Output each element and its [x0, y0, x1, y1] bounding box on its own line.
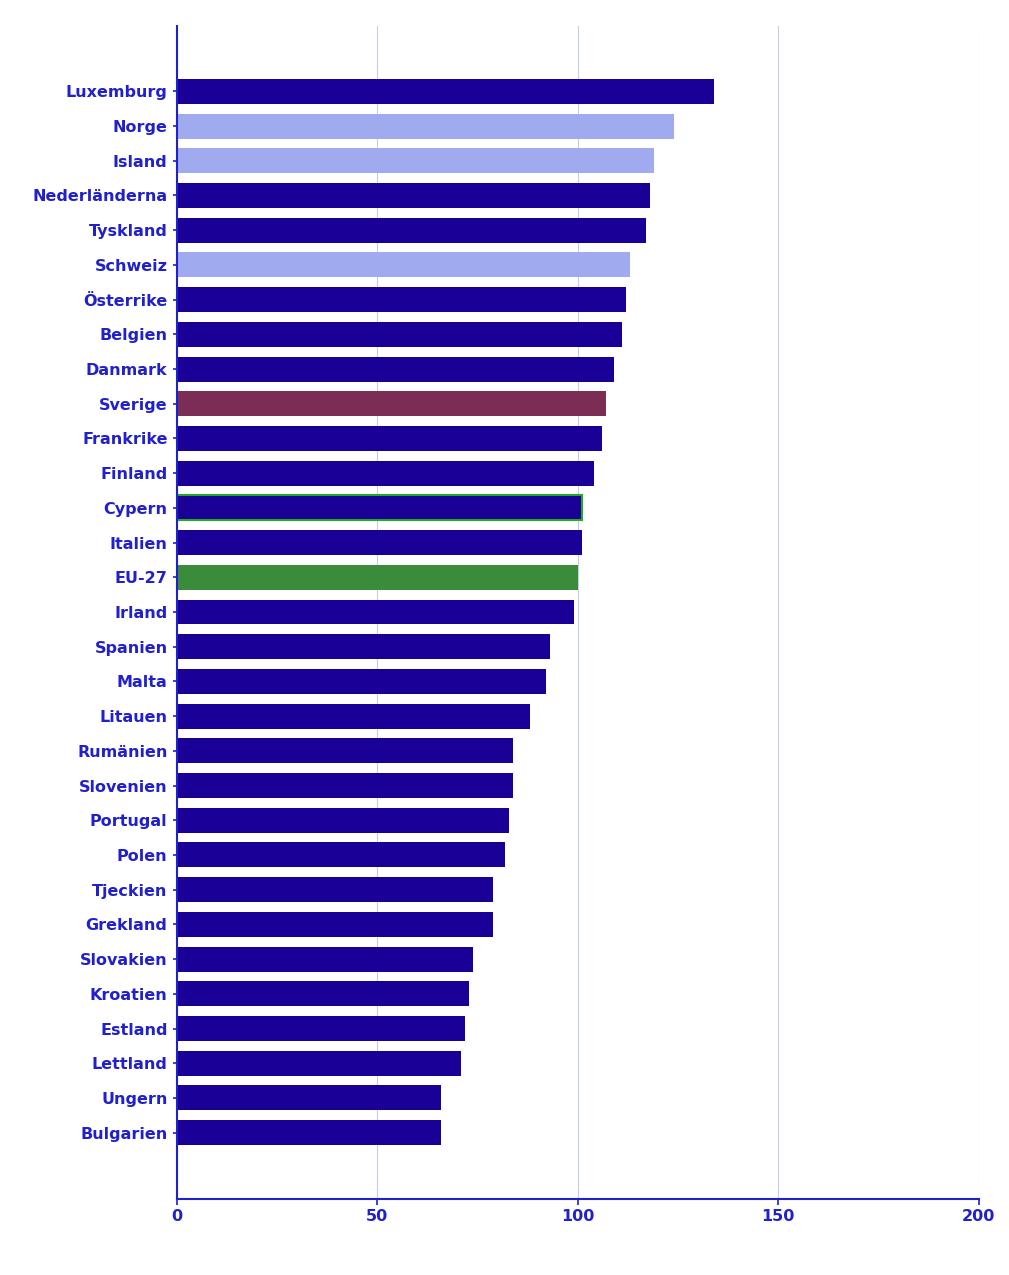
Bar: [177, 877, 493, 903]
Bar: [177, 599, 574, 625]
Bar: [177, 704, 530, 728]
Bar: [177, 496, 581, 520]
Bar: [177, 565, 577, 590]
Bar: [177, 773, 514, 798]
Bar: [177, 79, 714, 103]
Bar: [177, 113, 674, 139]
Bar: [177, 252, 630, 278]
Bar: [177, 357, 613, 381]
Bar: [177, 1085, 441, 1111]
Bar: [177, 321, 622, 347]
Bar: [177, 982, 469, 1006]
Bar: [177, 634, 550, 659]
Bar: [177, 669, 546, 694]
Bar: [177, 1051, 461, 1076]
Bar: [177, 808, 510, 833]
Bar: [177, 946, 473, 972]
Bar: [177, 1016, 465, 1042]
Bar: [177, 426, 601, 451]
Bar: [177, 738, 514, 764]
Bar: [177, 391, 605, 416]
Bar: [177, 912, 493, 937]
Bar: [177, 287, 626, 312]
Bar: [177, 148, 654, 173]
Bar: [177, 182, 650, 208]
Bar: [177, 460, 593, 486]
Bar: [177, 1121, 441, 1145]
Bar: [177, 843, 506, 867]
Bar: [177, 218, 646, 242]
Bar: [177, 530, 581, 555]
